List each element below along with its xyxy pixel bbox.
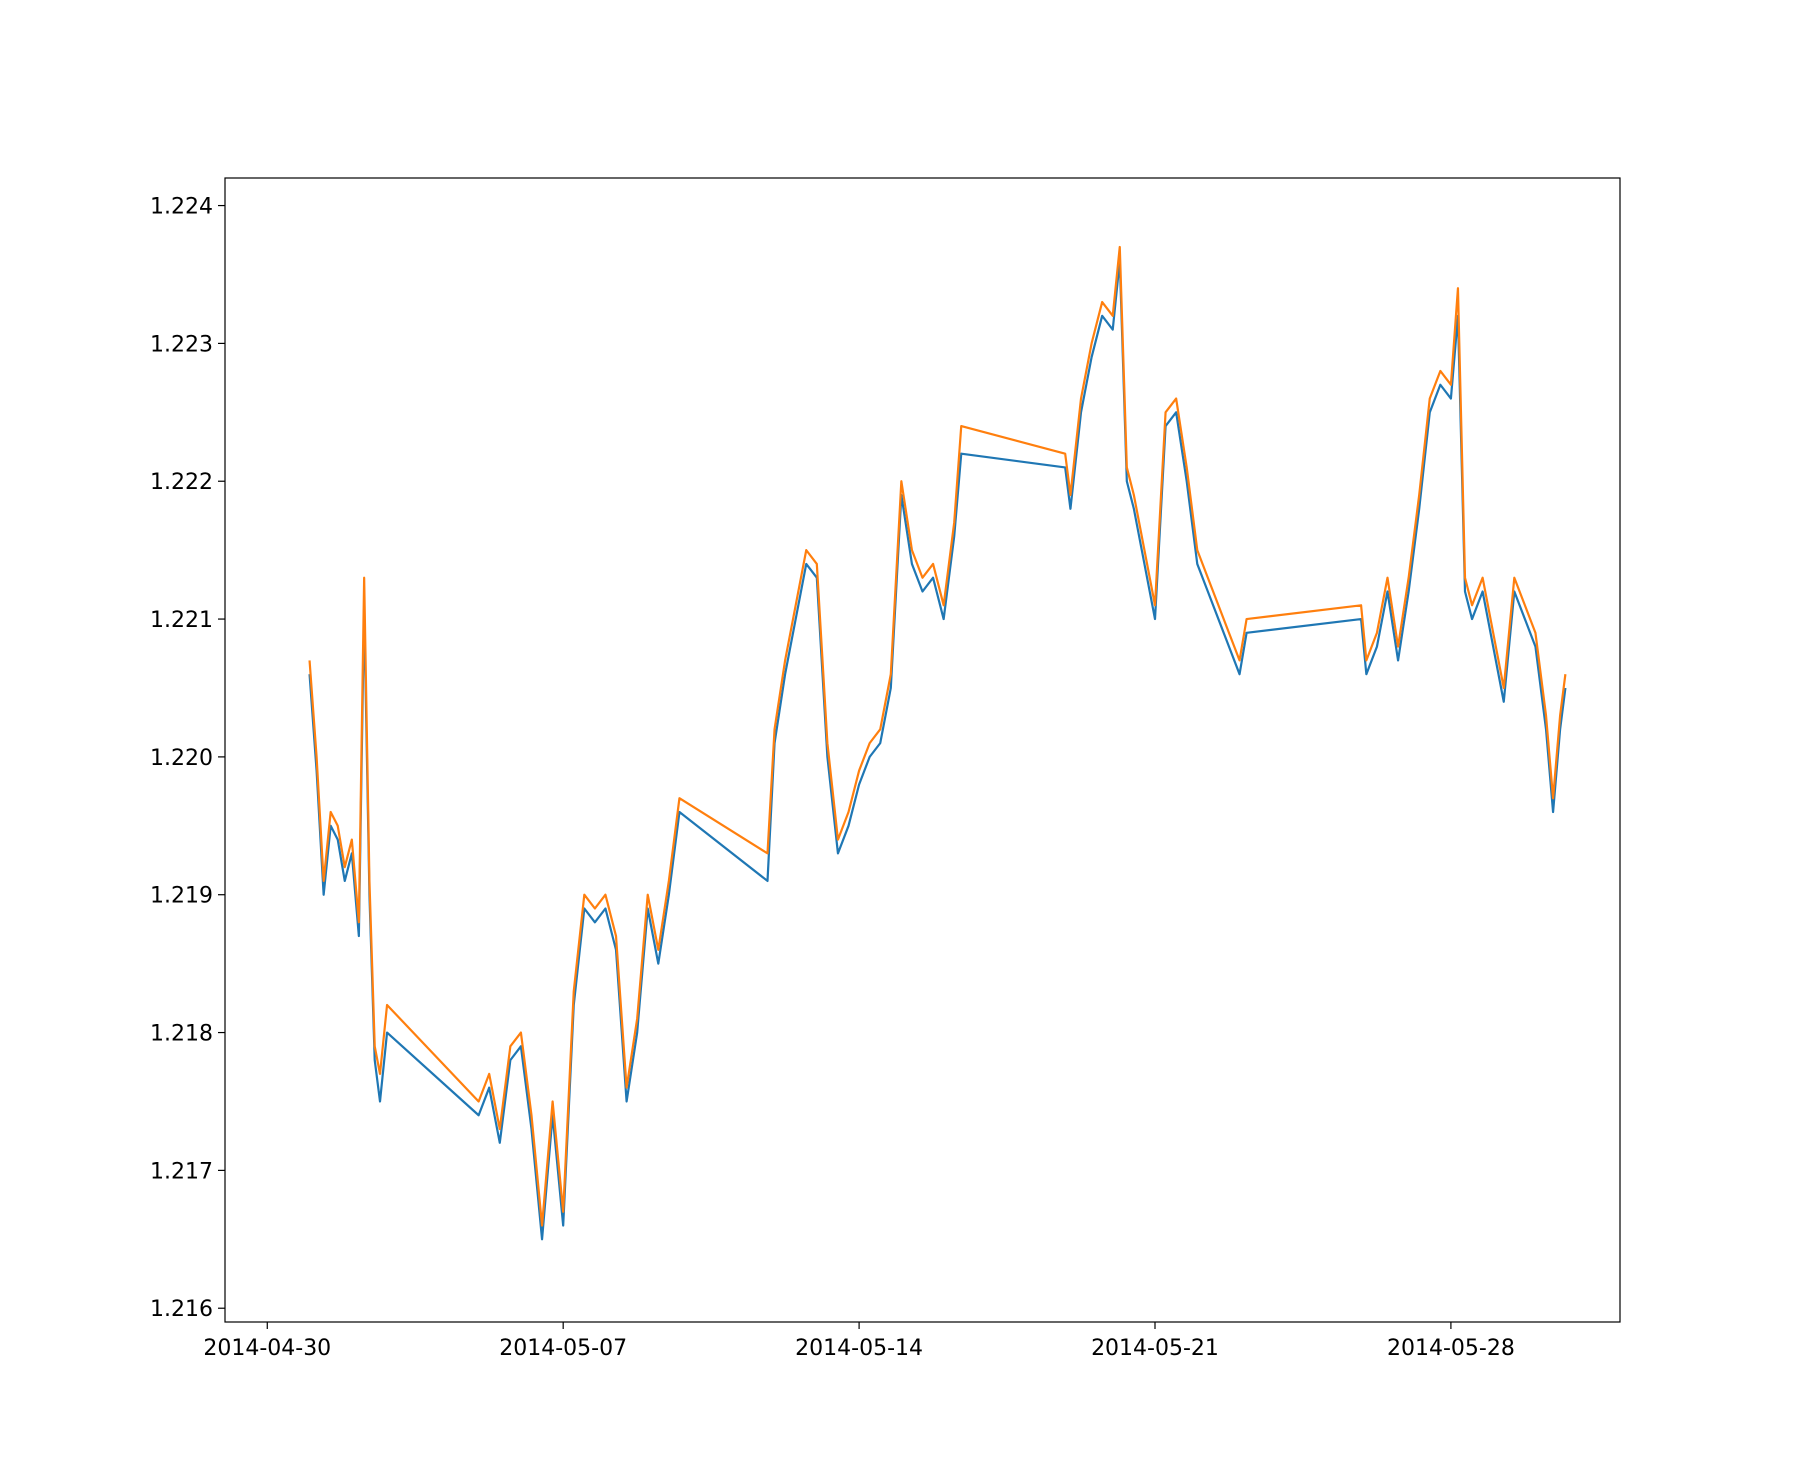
- x-axis: 2014-04-30 2014-05-07 2014-05-14 2014-05-21…: [203, 1322, 1515, 1361]
- series-1-line: [308, 259, 1567, 1241]
- y-tick-label: 1.224: [150, 195, 213, 220]
- y-tick-label: 1.219: [150, 884, 213, 909]
- y-tick-label: 1.220: [150, 746, 213, 771]
- x-tick-label: 2014-05-14: [795, 1336, 923, 1361]
- y-axis: 1.216 1.217 1.218 1.219 1.220 1.221 1.222 1.223…: [150, 195, 225, 1322]
- y-tick-label: 1.216: [150, 1297, 213, 1322]
- x-tick-label: 2014-05-07: [499, 1336, 627, 1361]
- x-tick-label: 2014-04-30: [203, 1336, 331, 1361]
- plot-frame: [224, 177, 1621, 1323]
- y-tick-label: 1.221: [150, 608, 213, 633]
- y-tick-label: 1.222: [150, 470, 213, 495]
- y-tick-label: 1.218: [150, 1022, 213, 1047]
- x-tick-label: 2014-05-21: [1091, 1336, 1219, 1361]
- series-2-line: [308, 245, 1567, 1227]
- y-tick-label: 1.217: [150, 1159, 213, 1184]
- y-tick-label: 1.223: [150, 332, 213, 357]
- series-layer: [308, 245, 1567, 1241]
- x-tick-label: 2014-05-28: [1387, 1336, 1515, 1361]
